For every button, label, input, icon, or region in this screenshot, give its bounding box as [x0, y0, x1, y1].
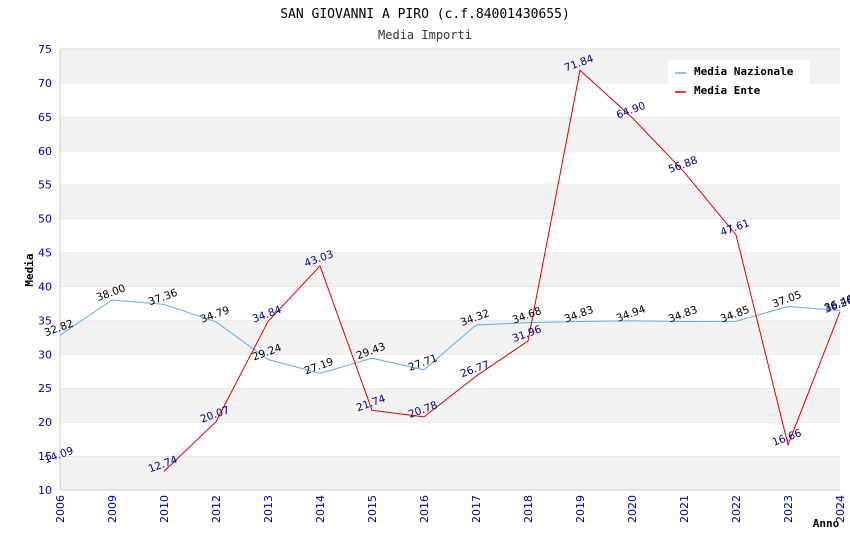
y-axis-ticks: 10 15 20 25 30 35 40 45 50 55 60 65 70 75: [38, 43, 52, 497]
y-tick-label: 65: [38, 111, 52, 124]
grid-bands: [60, 48, 840, 490]
x-tick-label: 2010: [158, 495, 171, 523]
x-tick-label: 2013: [262, 495, 275, 523]
grid-band: [60, 456, 840, 490]
x-tick-label: 2022: [730, 495, 743, 523]
x-tick-label: 2024: [834, 495, 847, 523]
axes: [59, 49, 840, 491]
series-line-media-ente: [163, 69, 841, 472]
legend: Media Nazionale Media Ente: [668, 60, 810, 101]
grid-band: [60, 252, 840, 287]
x-tick-label: 2014: [314, 495, 327, 523]
grid-band: [60, 388, 840, 423]
x-tick-label: 2023: [782, 495, 795, 523]
x-tick-label: 2020: [626, 495, 639, 523]
y-tick-label: 10: [38, 484, 52, 497]
grid-band: [60, 150, 840, 185]
grid-band: [60, 184, 840, 219]
y-tick-label: 75: [38, 43, 52, 56]
grid-band: [60, 422, 840, 457]
grid-band: [60, 218, 840, 253]
y-tick-label: 20: [38, 416, 52, 429]
y-tick-label: 35: [38, 314, 52, 327]
x-tick-label: 2018: [522, 495, 535, 523]
x-tick-label: 2016: [418, 495, 431, 523]
y-tick-label: 60: [38, 145, 52, 158]
x-tick-label: 2015: [366, 495, 379, 523]
series-lines: [59, 69, 841, 472]
legend-box: [668, 60, 810, 101]
x-tick-label: 2012: [210, 495, 223, 523]
y-tick-label: 45: [38, 247, 52, 260]
x-axis-label: Anno: [813, 517, 840, 530]
series-line-media-nazionale: [59, 299, 841, 374]
chart-subtitle: Media Importi: [378, 28, 472, 42]
x-tick-label: 2017: [470, 495, 483, 523]
grid-band: [60, 354, 840, 389]
y-tick-label: 15: [38, 450, 52, 463]
y-tick-label: 55: [38, 179, 52, 192]
chart-title: SAN GIOVANNI A PIRO (c.f.84001430655): [280, 7, 570, 22]
legend-label-media-ente: Media Ente: [694, 84, 761, 97]
grid-band: [60, 116, 840, 151]
x-axis-ticks: 2006 2009 2010 2012 2013 2014 2015 2016 2017 2018…: [54, 495, 847, 523]
y-tick-label: 70: [38, 77, 52, 90]
y-axis-label: Media: [23, 253, 36, 286]
grid-band: [60, 320, 840, 355]
legend-label-media-nazionale: Media Nazionale: [694, 65, 794, 78]
y-tick-label: 30: [38, 348, 52, 361]
x-tick-label: 2019: [574, 495, 587, 523]
x-tick-label: 2006: [54, 495, 67, 523]
y-tick-label: 25: [38, 382, 52, 395]
x-tick-label: 2021: [678, 495, 691, 523]
grid-band: [60, 286, 840, 321]
y-tick-label: 40: [38, 280, 52, 293]
y-tick-label: 50: [38, 213, 52, 226]
x-tick-label: 2009: [106, 495, 119, 523]
